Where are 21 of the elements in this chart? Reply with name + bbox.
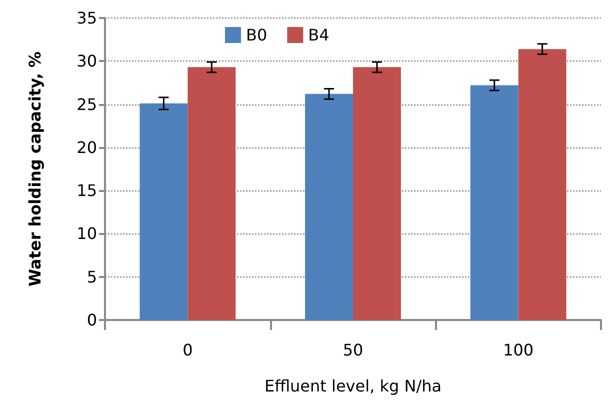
x-tick-label: 100 xyxy=(503,340,534,360)
bar xyxy=(305,94,353,320)
x-tick-label: 50 xyxy=(342,340,364,360)
x-tick-label: 0 xyxy=(182,340,193,360)
y-tick-label: 0 xyxy=(86,310,97,330)
bar xyxy=(353,67,401,320)
y-tick-label: 10 xyxy=(76,224,97,244)
y-axis-title: Water holding capacity, % xyxy=(26,51,44,287)
bar xyxy=(140,103,188,320)
y-tick-label: 30 xyxy=(76,52,97,71)
bar xyxy=(518,49,566,320)
legend-label: B4 xyxy=(308,26,330,44)
legend-label: B0 xyxy=(246,26,268,44)
y-tick-label: 20 xyxy=(76,138,97,157)
bar xyxy=(188,67,236,320)
bar xyxy=(470,85,518,320)
y-tick-label: 25 xyxy=(76,94,97,114)
y-tick-label: 5 xyxy=(86,267,97,286)
y-tick-label: 15 xyxy=(76,181,97,200)
y-tick-label: 35 xyxy=(76,8,97,28)
x-axis-title: Effluent level, kg N/ha xyxy=(264,376,442,396)
